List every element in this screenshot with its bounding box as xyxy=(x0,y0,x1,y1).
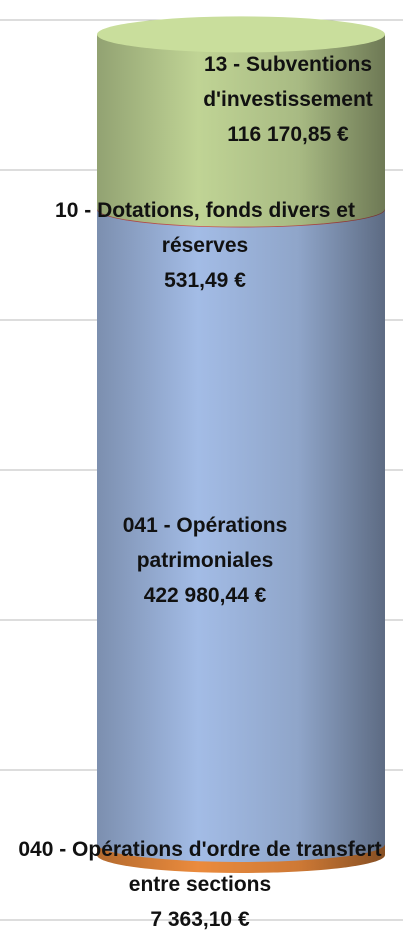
data-label: 13 - Subventions d'investissement 116 170… xyxy=(168,47,403,152)
cylinder-segment xyxy=(97,16,385,227)
segment-name: 10 - Dotations, fonds divers et réserves xyxy=(55,199,355,257)
segment-name: 13 - Subventions d'investissement xyxy=(203,53,373,111)
segment-name: 040 - Opérations d'ordre de transfert en… xyxy=(18,838,382,896)
segment-name: 041 - Opérations patrimoniales xyxy=(122,514,288,572)
cylinder-segment xyxy=(97,209,385,862)
data-label: 040 - Opérations d'ordre de transfert en… xyxy=(10,832,390,937)
segment-top xyxy=(97,16,385,53)
segment-value: 7 363,10 € xyxy=(150,908,250,931)
data-label: 041 - Opérations patrimoniales 422 980,44… xyxy=(60,508,350,613)
data-label: 10 - Dotations, fonds divers et réserves… xyxy=(20,193,390,298)
segment-body xyxy=(97,34,385,209)
segment-value: 531,49 € xyxy=(164,269,246,292)
segment-body xyxy=(97,209,385,844)
segment-value: 116 170,85 € xyxy=(227,123,349,146)
segment-value: 422 980,44 € xyxy=(143,584,267,607)
